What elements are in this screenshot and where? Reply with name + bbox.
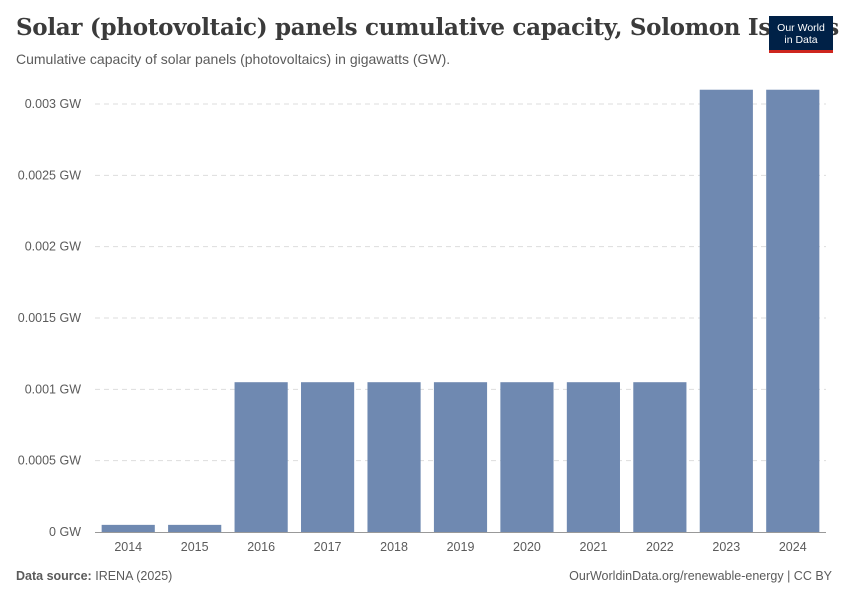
x-tick-label: 2022	[646, 540, 674, 554]
data-source-label: Data source:	[16, 569, 92, 583]
bar-2016[interactable]	[234, 382, 288, 532]
y-tick-label: 0.0025 GW	[18, 168, 81, 182]
bar-2020[interactable]	[500, 382, 554, 532]
bar-2019[interactable]	[433, 382, 488, 532]
x-tick-label: 2021	[580, 540, 608, 554]
y-tick-label: 0 GW	[49, 525, 81, 539]
chart-subtitle: Cumulative capacity of solar panels (pho…	[16, 51, 451, 67]
x-tick-label: 2014	[114, 540, 142, 554]
owid-logo[interactable]: Our World in Data	[769, 16, 833, 53]
y-tick-label: 0.003 GW	[25, 97, 81, 111]
x-tick-label: 2015	[181, 540, 209, 554]
data-source-link[interactable]: IRENA (2025)	[95, 569, 173, 583]
data-source: Data source: IRENA (2025)	[16, 569, 172, 583]
x-tick-label: 2023	[712, 540, 740, 554]
y-axis-labels: 0 GW 0.0005 GW 0.001 GW 0.0015 GW 0.002 GW 0.…	[18, 97, 81, 539]
y-tick-label: 0.001 GW	[25, 382, 81, 396]
logo-line-1: Our World	[777, 21, 825, 34]
bar-2017[interactable]	[301, 382, 355, 532]
y-tick-label: 0.0005 GW	[18, 454, 81, 468]
x-tick-label: 2024	[779, 540, 807, 554]
bar-2021[interactable]	[566, 382, 620, 532]
x-tick-label: 2019	[447, 540, 475, 554]
y-tick-label: 0.002 GW	[25, 240, 81, 254]
x-axis-labels: 2014 2015 2016 2017 2018 2019 2020 2021 2022 2023…	[114, 540, 806, 554]
y-tick-label: 0.0015 GW	[18, 311, 81, 325]
bar-2024[interactable]	[766, 89, 820, 532]
logo-line-2: in Data	[784, 33, 818, 46]
x-tick-label: 2017	[314, 540, 342, 554]
chart-title: Solar (photovoltaic) panels cumulative c…	[16, 14, 839, 41]
gridlines	[95, 103, 826, 462]
x-tick-label: 2016	[247, 540, 275, 554]
bar-2018[interactable]	[367, 382, 421, 532]
bar-2015[interactable]	[168, 524, 222, 532]
bars	[101, 89, 820, 532]
x-tick-label: 2018	[380, 540, 408, 554]
bar-2022[interactable]	[633, 382, 687, 532]
x-tick-label: 2020	[513, 540, 541, 554]
bar-2014[interactable]	[101, 524, 155, 532]
credit-link[interactable]: OurWorldinData.org/renewable-energy | CC…	[569, 569, 832, 583]
bar-2023[interactable]	[699, 89, 753, 532]
